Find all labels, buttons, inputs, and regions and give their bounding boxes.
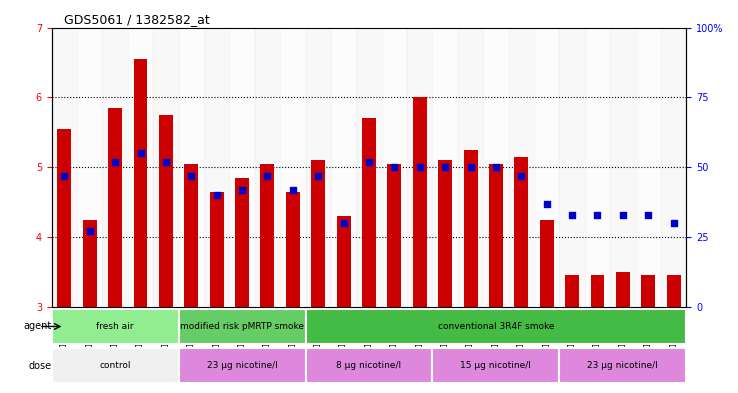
Text: dose: dose <box>29 361 52 371</box>
Bar <box>635 28 661 307</box>
FancyBboxPatch shape <box>432 348 559 383</box>
Point <box>439 164 451 170</box>
Bar <box>286 192 300 307</box>
Bar <box>154 28 179 307</box>
Text: 23 μg nicotine/l: 23 μg nicotine/l <box>207 361 277 370</box>
Bar <box>184 164 199 307</box>
Bar <box>179 28 204 307</box>
Bar <box>108 108 122 307</box>
Bar <box>255 28 280 307</box>
Text: control: control <box>100 361 131 370</box>
Point <box>592 211 604 218</box>
Bar <box>77 28 103 307</box>
FancyBboxPatch shape <box>52 309 179 344</box>
Bar <box>413 97 427 307</box>
Point <box>287 186 299 193</box>
Bar <box>331 28 356 307</box>
Bar <box>666 275 680 307</box>
Bar <box>610 28 635 307</box>
Point <box>236 186 248 193</box>
Point <box>338 220 350 226</box>
Bar <box>539 220 554 307</box>
Bar <box>508 28 534 307</box>
Bar <box>514 157 528 307</box>
Text: 23 μg nicotine/l: 23 μg nicotine/l <box>587 361 658 370</box>
Bar <box>382 28 407 307</box>
Bar <box>280 28 306 307</box>
Point <box>160 158 172 165</box>
Bar <box>83 220 97 307</box>
Text: 8 μg nicotine/l: 8 μg nicotine/l <box>337 361 401 370</box>
Point <box>185 173 197 179</box>
Bar <box>134 59 148 307</box>
Bar <box>128 28 154 307</box>
Bar <box>261 164 275 307</box>
Point <box>617 211 629 218</box>
Bar <box>616 272 630 307</box>
Bar <box>483 28 508 307</box>
Bar <box>103 28 128 307</box>
Bar <box>463 150 477 307</box>
FancyBboxPatch shape <box>179 348 306 383</box>
Bar <box>407 28 432 307</box>
Point <box>312 173 324 179</box>
Bar <box>311 160 325 307</box>
Bar <box>210 192 224 307</box>
Bar <box>489 164 503 307</box>
Point <box>363 158 375 165</box>
Bar <box>438 160 452 307</box>
Point <box>58 173 70 179</box>
FancyBboxPatch shape <box>306 348 432 383</box>
Point <box>414 164 426 170</box>
FancyBboxPatch shape <box>306 309 686 344</box>
Bar <box>230 28 255 307</box>
Text: conventional 3R4F smoke: conventional 3R4F smoke <box>438 322 554 331</box>
Bar <box>235 178 249 307</box>
Point <box>490 164 502 170</box>
Bar <box>204 28 230 307</box>
Point <box>668 220 680 226</box>
Text: modified risk pMRTP smoke: modified risk pMRTP smoke <box>180 322 304 331</box>
Point <box>515 173 527 179</box>
Bar <box>306 28 331 307</box>
Point <box>84 228 96 235</box>
FancyBboxPatch shape <box>179 309 306 344</box>
FancyBboxPatch shape <box>559 348 686 383</box>
Bar <box>661 28 686 307</box>
Point <box>134 150 146 156</box>
Bar <box>641 275 655 307</box>
Bar <box>458 28 483 307</box>
Bar <box>159 115 173 307</box>
Bar <box>362 118 376 307</box>
Bar <box>356 28 382 307</box>
Text: agent: agent <box>24 321 52 331</box>
Bar <box>387 164 401 307</box>
Bar <box>584 28 610 307</box>
Bar <box>337 216 351 307</box>
Point <box>211 192 223 198</box>
Point <box>642 211 654 218</box>
Text: GDS5061 / 1382582_at: GDS5061 / 1382582_at <box>64 13 210 26</box>
Point <box>465 164 477 170</box>
Point <box>541 200 553 207</box>
Point <box>388 164 400 170</box>
Text: 15 μg nicotine/l: 15 μg nicotine/l <box>461 361 531 370</box>
Point <box>261 173 273 179</box>
Bar <box>52 28 77 307</box>
Bar <box>432 28 458 307</box>
Bar <box>590 275 604 307</box>
Point <box>566 211 578 218</box>
Bar <box>58 129 72 307</box>
Bar <box>559 28 584 307</box>
Bar <box>534 28 559 307</box>
Point <box>109 158 121 165</box>
Bar <box>565 275 579 307</box>
FancyBboxPatch shape <box>52 348 179 383</box>
Text: fresh air: fresh air <box>97 322 134 331</box>
